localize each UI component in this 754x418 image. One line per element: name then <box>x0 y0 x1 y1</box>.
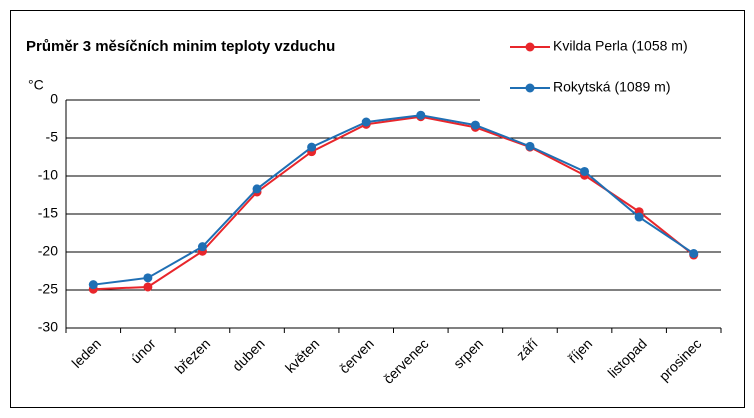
data-point <box>252 184 262 194</box>
data-point <box>143 273 153 283</box>
y-tick-label: -25 <box>38 281 58 297</box>
data-point <box>416 110 426 120</box>
series-line <box>93 115 695 291</box>
data-point <box>361 117 371 127</box>
legend: Kvilda Perla (1058 m) Rokytská (1089 m) <box>480 24 742 108</box>
y-axis-label: °C <box>28 77 44 93</box>
y-tick-label: 0 <box>50 91 58 107</box>
legend-label: Rokytská (1089 m) <box>553 79 670 95</box>
data-point <box>580 166 590 176</box>
data-point <box>470 120 480 130</box>
legend-marker <box>525 83 535 93</box>
data-point <box>634 212 644 222</box>
y-tick-label: -10 <box>38 167 58 183</box>
legend-background <box>480 24 742 108</box>
legend-label: Kvilda Perla (1058 m) <box>553 38 688 54</box>
data-point <box>197 242 207 252</box>
series-line <box>93 114 695 286</box>
y-tick-label: -30 <box>38 319 58 335</box>
legend-marker <box>525 42 535 52</box>
chart-title: Průměr 3 měsíčních minim teploty vzduchu <box>26 38 335 55</box>
data-point <box>143 282 153 292</box>
data-point <box>525 141 535 151</box>
data-point <box>689 249 699 259</box>
y-tick-label: -5 <box>46 129 59 145</box>
data-point <box>307 142 317 152</box>
y-tick-label: -20 <box>38 243 58 259</box>
data-point <box>88 280 98 290</box>
y-tick-label: -15 <box>38 205 58 221</box>
